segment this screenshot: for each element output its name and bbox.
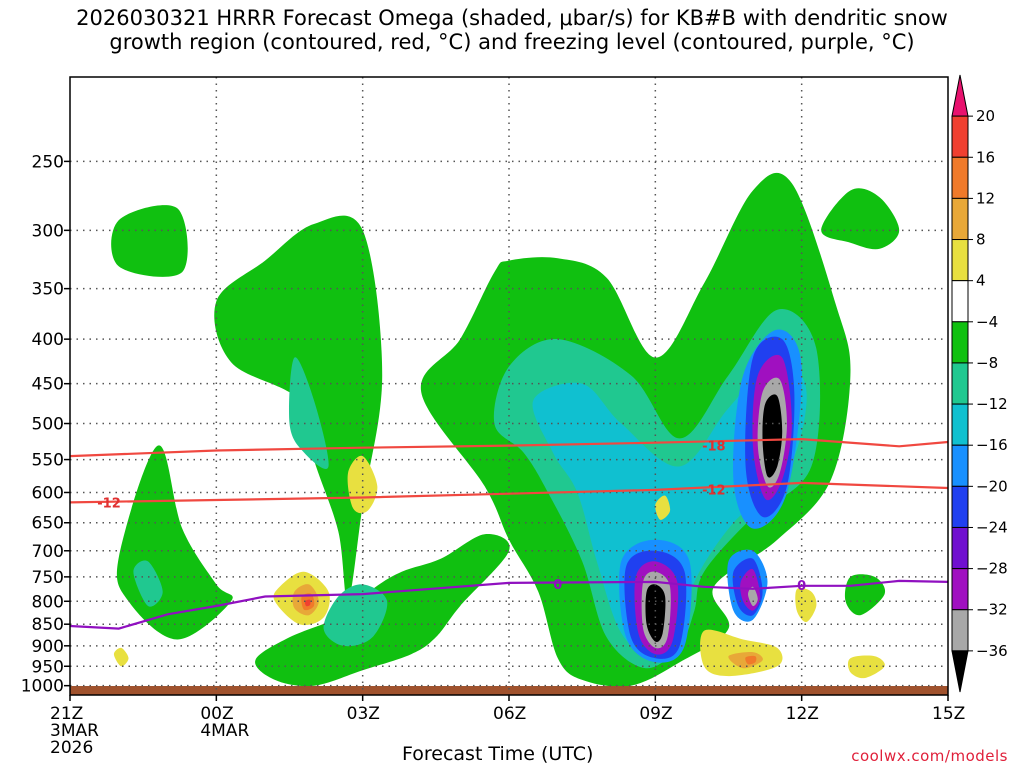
colorbar-label-2: 12 (976, 189, 995, 207)
colorbar-label-5: −4 (976, 313, 998, 331)
colorbar-swatch-5 (951, 280, 969, 323)
omega-region-36 (745, 655, 757, 665)
omega-region-5 (821, 188, 900, 250)
omega-region-9 (323, 584, 388, 647)
colorbar-label-7: −12 (976, 395, 1008, 413)
y-tick-label-9: 700 (32, 542, 64, 562)
x-tick-label-5-0: 12Z (786, 704, 819, 724)
contour-label-3: 0 (553, 578, 562, 593)
omega-region-37 (304, 599, 311, 607)
colorbar-label-4: 4 (976, 272, 986, 290)
colorbar-swatch-11 (951, 526, 969, 570)
y-tick-label-5: 500 (32, 415, 64, 435)
colorbar-swatch-4 (951, 239, 969, 282)
contour-line-2 (69, 579, 949, 630)
y-tick-label-2: 350 (32, 280, 64, 300)
colorbar-label-6: −8 (976, 354, 998, 372)
x-tick-label-1-1: 4MAR (200, 721, 249, 741)
contour-line-1 (69, 481, 949, 504)
colorbar-swatch-14 (951, 650, 969, 693)
y-tick-label-14: 950 (32, 657, 64, 677)
omega-region-31 (847, 655, 885, 679)
y-tick-label-11: 800 (32, 592, 64, 612)
x-tick-label-0-0: 21Z (50, 704, 83, 724)
omega-region-23 (748, 586, 758, 607)
contour-line-0 (69, 437, 949, 458)
y-tick-label-3: 400 (32, 330, 64, 350)
x-axis-label: Forecast Time (UTC) (402, 743, 594, 765)
y-tick-label-4: 450 (32, 375, 64, 395)
colorbar-swatch-8 (951, 403, 969, 446)
omega-region-25 (645, 584, 666, 643)
colorbar-swatch-10 (951, 485, 969, 528)
source-credit: coolwx.com/models (851, 747, 1008, 765)
omega-region-30 (795, 587, 817, 623)
colorbar-label-10: −24 (976, 518, 1008, 536)
x-tick-label-6-0: 15Z (932, 704, 965, 724)
y-tick-label-6: 550 (32, 451, 64, 471)
contour-label-2: -12 (702, 483, 726, 498)
x-tick-label-3-0: 06Z (493, 704, 526, 724)
colorbar-swatch-13 (951, 609, 969, 652)
omega-region-6 (844, 574, 886, 616)
y-tick-label-1: 300 (32, 221, 64, 241)
contour-label-1: -18 (702, 440, 726, 455)
omega-region-26 (347, 455, 378, 514)
colorbar-swatch-3 (951, 197, 969, 241)
x-tick-label-0-2: 2026 (50, 738, 93, 758)
x-tick-label-0-1: 3MAR (50, 721, 99, 741)
omega-region-32 (655, 495, 671, 520)
terrain-strip (70, 686, 948, 695)
colorbar-swatch-6 (951, 321, 969, 364)
colorbar-swatch-12 (951, 568, 969, 611)
y-tick-label-0: 250 (32, 152, 64, 172)
colorbar-label-13: −36 (976, 642, 1008, 660)
y-tick-label-12: 850 (32, 615, 64, 635)
x-tick-label-1-0: 00Z (200, 704, 233, 724)
colorbar-label-12: −32 (976, 601, 1008, 619)
colorbar-swatch-9 (951, 444, 969, 487)
omega-region-24 (762, 394, 783, 478)
chart-title: 2026030321 HRRR Forecast Omega (shaded, … (76, 6, 948, 54)
y-tick-label-10: 750 (32, 568, 64, 588)
omega-region-28 (113, 647, 129, 667)
omega-region-1 (116, 445, 233, 640)
colorbar-label-3: 8 (976, 231, 986, 249)
y-tick-label-8: 650 (32, 514, 64, 534)
y-tick-label-7: 600 (32, 483, 64, 503)
y-tick-label-13: 900 (32, 637, 64, 657)
omega-region-2 (214, 215, 383, 602)
x-tick-label-4-0: 09Z (639, 704, 672, 724)
colorbar-label-11: −28 (976, 560, 1008, 578)
colorbar-label-9: −20 (976, 477, 1008, 495)
contour-label-0: -12 (97, 496, 121, 511)
colorbar-swatch-2 (951, 156, 969, 199)
x-tick-label-2-0: 03Z (347, 704, 380, 724)
colorbar-label-8: −16 (976, 436, 1008, 454)
colorbar-swatch-0 (951, 74, 969, 117)
colorbar-label-1: 16 (976, 148, 995, 166)
colorbar-swatch-7 (951, 362, 969, 405)
omega-region-7 (288, 357, 329, 470)
contour-label-4: 0 (797, 579, 806, 594)
omega-region-0 (111, 205, 188, 277)
colorbar-label-0: 20 (976, 107, 995, 125)
omega-region-10 (133, 560, 163, 607)
y-tick-label-15: 1000 (21, 677, 64, 697)
colorbar-swatch-1 (951, 115, 969, 158)
